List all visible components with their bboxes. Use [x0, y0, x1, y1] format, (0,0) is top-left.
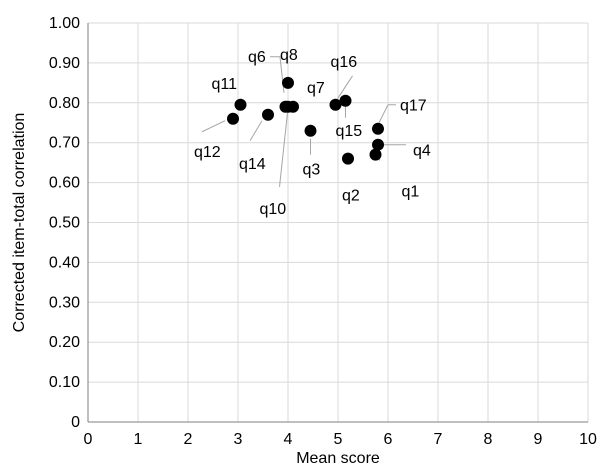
point-q14	[262, 108, 274, 121]
x-tick-label: 2	[184, 431, 193, 448]
point-q1	[369, 148, 382, 161]
x-tick-label: 0	[84, 431, 93, 448]
point-q10	[279, 100, 292, 113]
grid	[88, 22, 589, 422]
leader-line-q10	[279, 112, 288, 187]
y-axis-label: Corrected item-total correlation	[11, 113, 28, 333]
axes	[87, 23, 588, 423]
leader-line-q12	[201, 120, 226, 133]
point-label-q17: q17	[400, 98, 427, 115]
y-tick-label: 0	[71, 414, 80, 431]
point-q4	[372, 138, 384, 151]
y-tick-label: 0.60	[49, 175, 80, 192]
x-tick-label: 5	[334, 431, 343, 448]
point-label-q1: q1	[402, 184, 420, 201]
y-tick-label: 0.30	[49, 294, 80, 311]
leader-line-q17	[377, 104, 396, 125]
x-tick-label: 7	[434, 431, 443, 448]
point-q17	[372, 122, 384, 135]
x-tick-label: 3	[234, 431, 243, 448]
x-tick-label: 9	[534, 431, 543, 448]
point-q12	[227, 112, 239, 125]
tick-labels: 0 0.10 0.20 0.30 0.40 0.50 0.60 0.70 0.80 0.90 1.0…	[49, 15, 597, 448]
x-tick-label: 8	[484, 431, 493, 448]
point-labels: q1 q2 q3 q4 q6 q7 q8 q10 q11 q12 q14 q15 q16 q17	[194, 47, 431, 218]
y-tick-label: 0.70	[49, 135, 80, 152]
point-label-q8: q8	[280, 47, 298, 64]
y-tick-label: 0.10	[49, 374, 80, 391]
leader-line-q16	[337, 75, 353, 100]
x-tick-label: 1	[134, 431, 143, 448]
point-q3	[304, 124, 317, 137]
point-label-q11: q11	[212, 76, 238, 93]
leader-line-q14	[249, 120, 263, 142]
point-label-q12: q12	[194, 144, 221, 161]
point-label-q2: q2	[342, 188, 360, 205]
point-q15	[339, 94, 352, 107]
x-tick-label: 10	[579, 431, 597, 448]
y-tick-label: 0.90	[49, 55, 80, 72]
y-tick-label: 0.40	[49, 254, 80, 271]
y-tick-label: 1.00	[49, 15, 80, 32]
point-q16	[329, 98, 342, 111]
point-label-q4: q4	[413, 143, 431, 160]
x-axis-label: Mean score	[296, 450, 380, 467]
point-label-q3: q3	[303, 162, 321, 179]
point-label-q7: q7	[307, 80, 325, 97]
point-label-q10: q10	[260, 201, 287, 218]
point-label-q6: q6	[248, 49, 266, 66]
x-tick-label: 4	[284, 431, 293, 448]
y-tick-label: 0.80	[49, 95, 80, 112]
data-points	[227, 76, 384, 165]
y-tick-label: 0.50	[49, 215, 80, 232]
point-q8	[282, 76, 294, 89]
point-q2	[342, 152, 354, 165]
point-label-q15: q15	[336, 123, 363, 140]
point-label-q16: q16	[331, 54, 358, 71]
x-tick-label: 6	[384, 431, 393, 448]
y-tick-label: 0.20	[49, 334, 80, 351]
point-label-q14: q14	[239, 156, 266, 173]
point-q11	[234, 98, 247, 111]
